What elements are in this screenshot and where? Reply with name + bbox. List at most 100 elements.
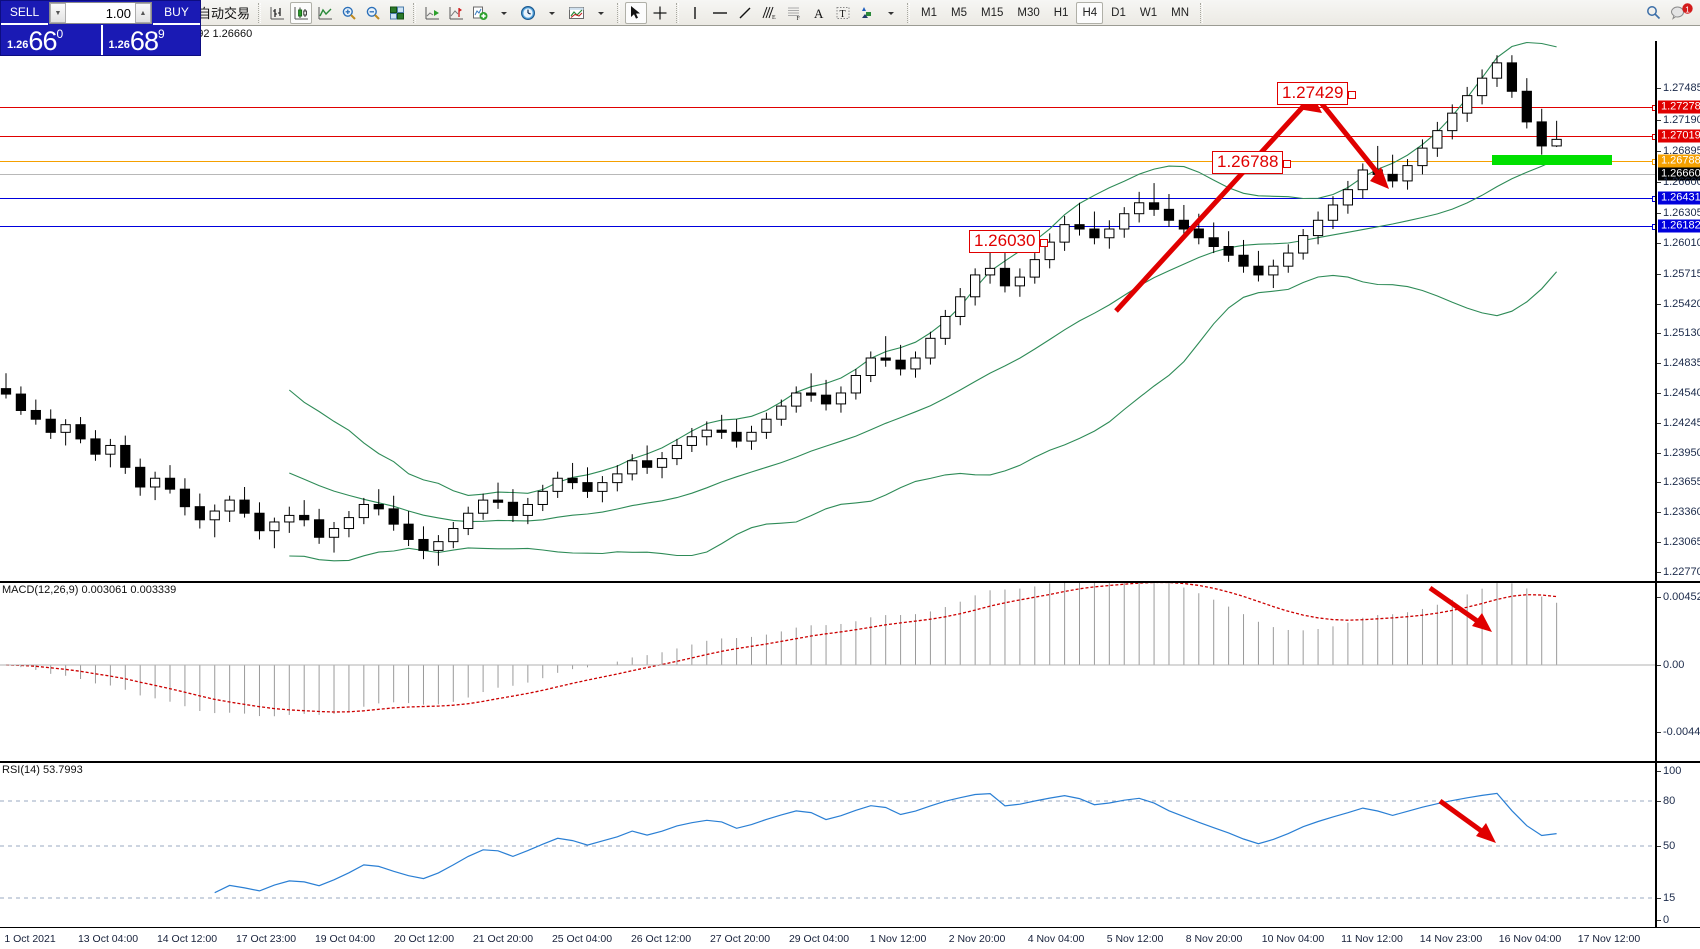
price-tick: [1657, 363, 1661, 364]
text-label-icon[interactable]: T: [832, 2, 854, 24]
fibonacci-icon[interactable]: F: [783, 2, 806, 24]
crosshair-icon[interactable]: [649, 2, 671, 24]
chart-shift-icon[interactable]: [445, 2, 467, 24]
candle-body-bearish: [820, 394, 832, 405]
level-line-1.26182[interactable]: [0, 224, 1655, 230]
volume-input[interactable]: 1.00: [66, 3, 135, 23]
level-line-1.27019[interactable]: [0, 134, 1655, 140]
macd-plot[interactable]: [0, 583, 1655, 761]
zoom-in-icon[interactable]: [338, 2, 360, 24]
buy-price-big: 68: [129, 26, 159, 56]
cursor-icon[interactable]: [625, 1, 648, 24]
period-clock-icon[interactable]: [517, 2, 539, 24]
timeframe-w1[interactable]: W1: [1139, 6, 1158, 19]
candlestick-chart-icon[interactable]: [290, 1, 313, 24]
candle-body-bullish: [1044, 241, 1055, 261]
shapes-icon[interactable]: [856, 2, 878, 24]
time-label: 14 Oct 12:00: [156, 933, 218, 945]
chart-area[interactable]: 1.27485 1.27278 1.27190 1.27019 1.26895 1.267…: [0, 41, 1700, 949]
volume-stepper-up-icon[interactable]: ▲: [135, 3, 151, 23]
candle-body-bullish: [1327, 204, 1339, 221]
level-handle[interactable]: [1652, 224, 1655, 230]
candle-body-bullish: [477, 499, 489, 514]
level-line-1.27278[interactable]: [0, 105, 1655, 111]
rsi-label-50: 50: [1663, 840, 1676, 852]
rsi-label: RSI(14) 53.7993: [2, 764, 83, 776]
candle-body-bullish: [1014, 276, 1025, 287]
new-chart-dropdown-icon[interactable]: [493, 2, 515, 24]
sell-button[interactable]: SELL: [1, 1, 48, 25]
elliott-wave-icon[interactable]: E: [758, 2, 781, 24]
macd-pane[interactable]: MACD(12,26,9) 0.003061 0.003339 0.004524…: [0, 581, 1700, 761]
price-tick: [1657, 213, 1661, 214]
sell-price-prefix: 1.26: [7, 39, 29, 51]
candle-body-bearish: [254, 512, 265, 532]
timeframe-m5[interactable]: M5: [951, 6, 967, 19]
candle-body-bearish: [1536, 121, 1547, 147]
price-label-1.23360: 1.23360: [1663, 506, 1700, 518]
auto-scroll-icon[interactable]: [421, 2, 443, 24]
annotation-1.27429[interactable]: 1.27429: [1277, 82, 1357, 105]
horizontal-line-icon[interactable]: [708, 2, 732, 24]
annotation-1.26788[interactable]: 1.26788: [1212, 151, 1292, 174]
bb-mid: [289, 158, 1557, 523]
time-label: 27 Oct 20:00: [709, 933, 771, 945]
timeframe-mn[interactable]: MN: [1171, 6, 1189, 19]
candle-body-bearish: [45, 418, 56, 433]
price-label-1.23655: 1.23655: [1663, 476, 1700, 488]
level-line-1.26788[interactable]: [0, 159, 1655, 165]
bar-chart-icon[interactable]: [266, 2, 288, 24]
level-handle[interactable]: [1652, 196, 1655, 202]
candle-body-bullish: [343, 517, 355, 530]
timeframe-m30[interactable]: M30: [1017, 6, 1040, 19]
svg-text:F: F: [797, 16, 801, 21]
vertical-line-icon[interactable]: [684, 2, 706, 24]
candle-body-bullish: [1417, 147, 1428, 167]
candle-body-bearish: [1193, 228, 1204, 239]
rsi-plot[interactable]: [0, 763, 1655, 927]
supply-zone-rect: [1492, 155, 1612, 165]
volume-input-wrap[interactable]: ▼ 1.00 ▲: [49, 2, 152, 24]
sell-price[interactable]: 1.26 66 0: [1, 25, 101, 55]
rsi-pane[interactable]: RSI(14) 53.7993 100 80 50 15 0: [0, 761, 1700, 927]
line-chart-icon[interactable]: [314, 2, 336, 24]
price-tick: [1657, 304, 1661, 305]
time-label: 10 Nov 04:00: [1261, 933, 1325, 945]
zoom-out-icon[interactable]: [362, 2, 384, 24]
trade-panel-price-row: 1.26 66 0 1.26 68 9: [1, 25, 200, 55]
timeframe-h4[interactable]: H4: [1076, 1, 1104, 24]
text-icon[interactable]: A: [808, 2, 830, 24]
new-chart-icon[interactable]: [469, 2, 491, 24]
buy-button[interactable]: BUY: [153, 1, 200, 25]
period-dropdown-icon[interactable]: [541, 2, 563, 24]
indicator-dropdown-icon[interactable]: [590, 2, 612, 24]
indicator-list-icon[interactable]: [565, 2, 588, 24]
candle-body-bearish: [135, 466, 146, 488]
search-icon[interactable]: [1642, 2, 1665, 24]
timeframe-m1[interactable]: M1: [921, 6, 938, 19]
one-click-trading-panel[interactable]: SELL ▼ 1.00 ▲ BUY 1.26 66 0 1.26 68 9: [0, 0, 201, 56]
price-pane[interactable]: 1.27485 1.27278 1.27190 1.27019 1.26895 1.267…: [0, 41, 1700, 581]
level-line-1.26431[interactable]: [0, 196, 1655, 202]
timeframe-h1[interactable]: H1: [1053, 6, 1069, 19]
trendline-icon[interactable]: [734, 2, 756, 24]
volume-dropdown-icon[interactable]: ▼: [50, 3, 66, 23]
shapes-dropdown-icon[interactable]: [880, 2, 902, 24]
alert-bell-icon[interactable]: 1: [1667, 2, 1697, 24]
level-handle[interactable]: [1652, 105, 1655, 111]
price-plot[interactable]: [0, 41, 1655, 581]
timeframe-m15[interactable]: M15: [981, 6, 1004, 19]
level-handle[interactable]: [1652, 159, 1655, 165]
timeframe-d1[interactable]: D1: [1111, 6, 1126, 19]
rsi-svg: [0, 792, 1655, 899]
buy-price[interactable]: 1.26 68 9: [100, 25, 201, 56]
time-label: 5 Nov 12:00: [1106, 933, 1164, 945]
annotation-1.26030[interactable]: 1.26030: [969, 230, 1049, 253]
tile-windows-icon[interactable]: [386, 2, 408, 24]
level-handle[interactable]: [1652, 134, 1655, 140]
macd-label: MACD(12,26,9) 0.003061 0.003339: [2, 584, 177, 596]
rsi-tick: [1657, 801, 1661, 802]
candle-body-bearish: [0, 388, 12, 395]
time-label: 1 Nov 12:00: [869, 933, 927, 945]
